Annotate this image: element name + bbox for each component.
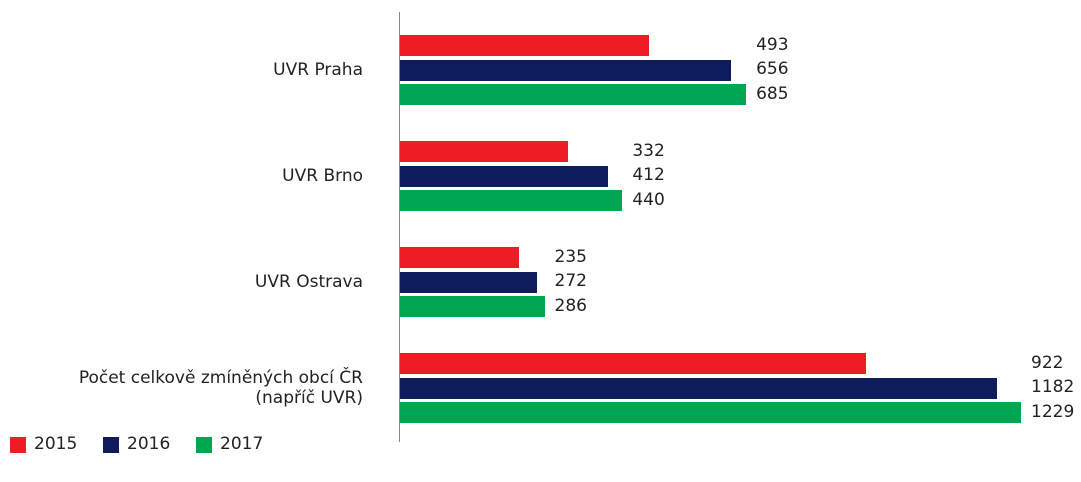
bar	[400, 59, 732, 81]
value-label: 286	[554, 295, 587, 316]
value-label: 440	[632, 189, 665, 210]
value-label: 235	[554, 246, 587, 267]
legend-swatch	[10, 437, 26, 453]
category-label: UVR Ostrava	[254, 271, 363, 292]
legend-swatch	[196, 437, 212, 453]
value-label: 1229	[1031, 401, 1075, 422]
bar	[400, 141, 568, 162]
legend-label: 2015	[34, 434, 78, 454]
value-label: 1182	[1031, 377, 1075, 397]
value-label: 272	[554, 271, 587, 291]
value-label: 332	[632, 140, 665, 161]
bar	[400, 84, 747, 105]
legend-label: 2017	[220, 434, 264, 454]
value-label: 922	[1031, 352, 1064, 373]
value-label: 685	[756, 83, 789, 104]
bar	[400, 353, 866, 374]
legend-swatch	[103, 437, 119, 453]
value-label: 412	[632, 165, 665, 185]
bar	[400, 35, 650, 56]
bar	[400, 296, 545, 317]
bar	[400, 402, 1021, 423]
bar	[400, 190, 623, 211]
value-label: 656	[756, 59, 789, 79]
bar	[400, 247, 519, 268]
bar	[400, 165, 609, 187]
category-label: Počet celkově zmíněných obcí ČR (napříč …	[78, 367, 363, 408]
bar	[400, 271, 538, 293]
axis-line	[399, 12, 400, 442]
bar	[400, 377, 998, 399]
legend-label: 2016	[127, 434, 171, 454]
value-label: 493	[756, 34, 789, 55]
category-label: UVR Praha	[273, 59, 363, 80]
category-label: UVR Brno	[282, 165, 363, 186]
